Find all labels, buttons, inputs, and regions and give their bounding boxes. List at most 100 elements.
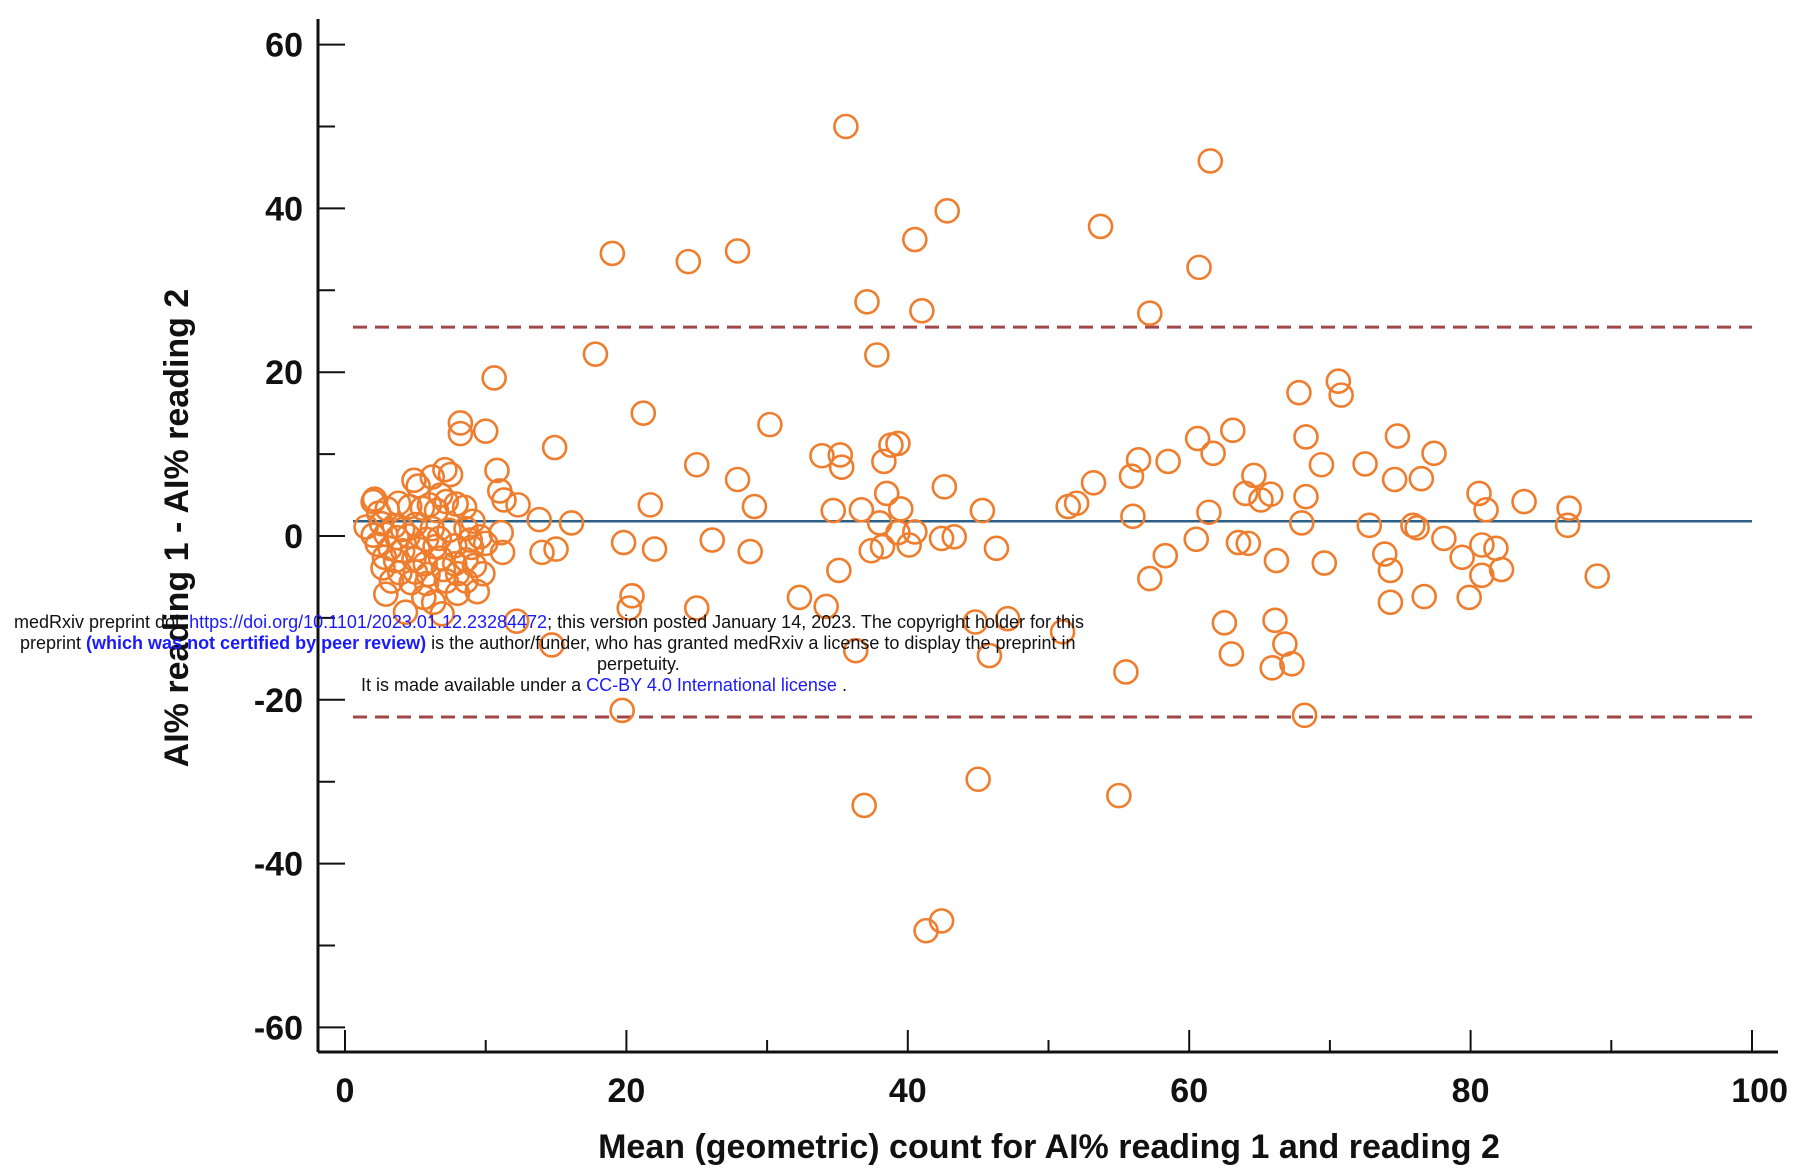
data-point bbox=[1293, 483, 1319, 510]
y-tick-label: -60 bbox=[254, 1009, 303, 1047]
data-point bbox=[616, 595, 643, 621]
data-point bbox=[675, 248, 702, 275]
banner-doi-prefix: medRxiv preprint doi: bbox=[14, 612, 190, 632]
data-point bbox=[458, 534, 485, 561]
data-point bbox=[1220, 417, 1246, 444]
data-point bbox=[610, 529, 637, 556]
x-tick-label: 100 bbox=[1731, 1072, 1788, 1110]
data-point bbox=[1211, 610, 1238, 636]
y-tick-label: -20 bbox=[254, 682, 303, 720]
data-point bbox=[361, 486, 388, 512]
data-point bbox=[1381, 466, 1408, 493]
data-point bbox=[833, 113, 859, 140]
data-point bbox=[1328, 382, 1354, 408]
data-point bbox=[1241, 462, 1267, 489]
data-point bbox=[741, 493, 768, 520]
x-tick-label: 0 bbox=[336, 1072, 355, 1110]
data-point bbox=[1466, 480, 1492, 507]
data-point bbox=[432, 456, 458, 483]
data-point bbox=[539, 632, 565, 658]
data-point bbox=[1408, 465, 1435, 492]
data-point bbox=[429, 601, 455, 627]
data-points bbox=[353, 113, 1611, 944]
data-point bbox=[1352, 451, 1378, 477]
data-point bbox=[1311, 550, 1338, 576]
data-point bbox=[809, 442, 835, 469]
data-point bbox=[965, 766, 991, 793]
data-point bbox=[529, 539, 555, 566]
data-point bbox=[1218, 641, 1245, 667]
data-point bbox=[447, 410, 474, 436]
data-point bbox=[983, 535, 1010, 562]
data-point bbox=[1263, 547, 1290, 574]
data-point bbox=[1377, 589, 1404, 616]
data-point bbox=[371, 544, 398, 571]
data-point bbox=[1152, 542, 1179, 569]
y-axis-title: AI% reading 1 - AI% reading 2 bbox=[158, 289, 196, 768]
data-point bbox=[864, 342, 890, 368]
data-point bbox=[413, 570, 440, 597]
data-point bbox=[1120, 503, 1146, 530]
data-point bbox=[1291, 702, 1318, 729]
data-point bbox=[934, 198, 960, 224]
data-point bbox=[1377, 557, 1404, 584]
x-axis-title: Mean (geometric) count for AI% reading 1… bbox=[598, 1128, 1500, 1166]
data-point bbox=[437, 461, 464, 488]
data-point bbox=[1125, 447, 1152, 473]
data-point bbox=[1449, 544, 1475, 571]
data-point bbox=[848, 496, 875, 523]
data-point bbox=[1325, 368, 1352, 395]
data-point bbox=[813, 593, 839, 620]
data-point bbox=[1087, 213, 1114, 240]
banner-copyright-text: ; this version posted January 14, 2023. … bbox=[547, 612, 1085, 632]
data-point bbox=[505, 492, 531, 518]
banner-period: . bbox=[836, 675, 847, 695]
data-point bbox=[1137, 565, 1163, 592]
data-point bbox=[619, 582, 645, 609]
data-point bbox=[641, 536, 668, 562]
data-point bbox=[854, 288, 880, 315]
data-point bbox=[887, 496, 914, 522]
license-link[interactable]: CC-BY 4.0 International license bbox=[586, 675, 837, 695]
banner-peer-review-note: (which was not certified by peer review) bbox=[86, 633, 427, 653]
x-tick-label: 80 bbox=[1452, 1072, 1490, 1110]
data-point bbox=[1225, 529, 1252, 556]
banner-available-text: It is made available under a bbox=[361, 675, 587, 695]
data-point bbox=[842, 637, 869, 664]
data-point bbox=[637, 492, 664, 518]
data-point bbox=[737, 538, 764, 565]
data-point bbox=[1113, 659, 1139, 685]
data-point bbox=[683, 451, 710, 478]
banner-preprint-word: preprint bbox=[20, 633, 87, 653]
data-point bbox=[1456, 584, 1482, 611]
data-point bbox=[1137, 300, 1163, 327]
data-point bbox=[851, 792, 877, 819]
data-point bbox=[1404, 515, 1430, 541]
data-point bbox=[1488, 556, 1515, 583]
banner-line-2: preprint (which was not certified by pee… bbox=[0, 633, 1300, 654]
data-point bbox=[1186, 254, 1212, 281]
data-point bbox=[828, 454, 855, 481]
data-point bbox=[1063, 490, 1090, 517]
data-point bbox=[1308, 451, 1335, 478]
data-point bbox=[1155, 448, 1181, 475]
data-point bbox=[1279, 650, 1305, 677]
data-point bbox=[1400, 512, 1426, 539]
data-point bbox=[1431, 525, 1457, 552]
data-point bbox=[630, 400, 657, 426]
data-point bbox=[724, 238, 751, 264]
x-tick-label: 20 bbox=[607, 1072, 645, 1110]
data-point bbox=[994, 605, 1021, 632]
data-point bbox=[1556, 495, 1582, 521]
data-point bbox=[1106, 782, 1132, 809]
data-point bbox=[969, 497, 996, 524]
data-point bbox=[699, 527, 726, 553]
data-point bbox=[1049, 619, 1076, 645]
doi-link[interactable]: https://doi.org/10.1101/2023.01.12.23284… bbox=[189, 612, 548, 632]
data-point bbox=[447, 420, 474, 447]
data-point bbox=[724, 466, 751, 493]
data-point bbox=[909, 297, 935, 324]
data-point bbox=[1483, 535, 1509, 562]
y-tick-label: 0 bbox=[284, 518, 303, 556]
y-tick-label: 40 bbox=[265, 190, 303, 228]
